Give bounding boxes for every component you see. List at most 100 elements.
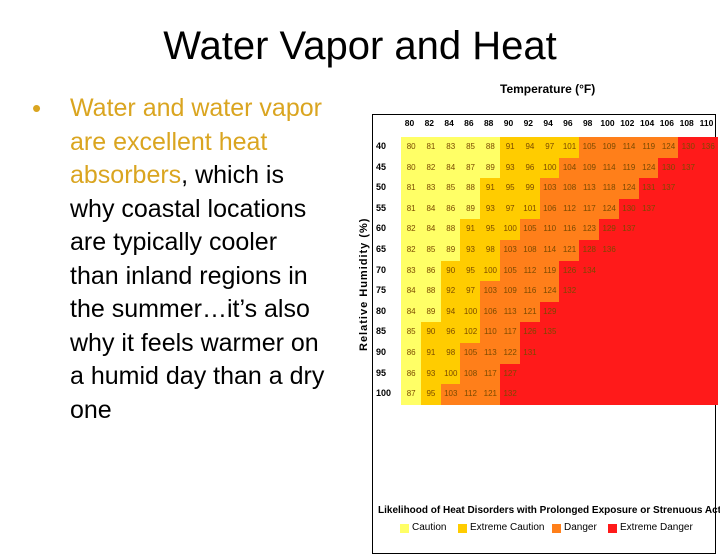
heat-index-cell: 94	[519, 137, 541, 159]
heat-index-cell: 112	[559, 198, 580, 220]
heat-index-cell: 82	[420, 157, 442, 179]
temperature-header: 102	[620, 118, 635, 128]
temperature-header: 94	[543, 118, 553, 128]
heat-index-cell: 81	[401, 198, 422, 220]
heat-index-cell: 105	[460, 343, 481, 365]
heat-index-cell: 95	[500, 178, 521, 200]
heat-index-cell: 108	[460, 363, 481, 385]
temperature-header: 80	[404, 118, 415, 128]
heat-index-cell: 101	[519, 198, 541, 220]
heat-index-cell: 110	[480, 322, 501, 344]
heat-index-cell: 103	[500, 240, 521, 262]
heat-index-cell: 121	[519, 301, 541, 323]
legend: Caution Extreme Caution Danger Extreme Dang…	[400, 522, 710, 536]
temperature-header: 110	[699, 118, 714, 128]
heat-index-cell: 86	[440, 198, 461, 220]
heat-index-cell: 80	[401, 157, 422, 179]
heat-index-cell: 93	[500, 157, 521, 179]
slide-title: Water Vapor and Heat	[163, 24, 557, 68]
heat-index-cell: 89	[480, 157, 501, 179]
heat-index-cell: 84	[420, 198, 442, 220]
heat-index-cell: 84	[420, 219, 442, 241]
heat-index-cell: 105	[519, 219, 541, 241]
heat-index-cell: 137	[658, 178, 679, 200]
humidity-header: 40	[376, 141, 387, 151]
heat-index-cell: 91	[500, 137, 521, 159]
heat-index-cell: 108	[519, 240, 541, 262]
heat-index-cell: 89	[420, 301, 442, 323]
heat-index-cell: 119	[638, 137, 659, 159]
heat-index-cell: 124	[539, 281, 560, 303]
heat-index-cell: 100	[500, 219, 521, 241]
heat-index-cell: 104	[559, 157, 580, 179]
heat-index-cell: 128	[579, 240, 600, 262]
heat-index-cell: 110	[539, 219, 560, 241]
heat-index-cell: 116	[519, 281, 541, 303]
legend-swatch	[400, 524, 409, 533]
heat-index-cell: 117	[480, 363, 501, 385]
heat-index-cell: 88	[480, 137, 501, 159]
heat-index-cell: 84	[401, 301, 422, 323]
legend-swatch	[552, 524, 561, 533]
heat-index-cell: 87	[460, 157, 481, 179]
heat-index-cell: 130	[678, 137, 699, 159]
heat-index-cell: 129	[539, 301, 560, 323]
heat-index-cell: 97	[539, 137, 560, 159]
heat-index-cell: 126	[519, 322, 541, 344]
humidity-header: 100	[376, 388, 392, 399]
bullet-marker: •	[32, 93, 42, 123]
heat-index-cell: 98	[480, 240, 501, 262]
temperature-header: 84	[444, 118, 454, 128]
humidity-header: 75	[376, 285, 387, 296]
heat-index-cell: 130	[618, 198, 640, 220]
heat-index-cell: 113	[500, 301, 521, 323]
heat-index-cell: 114	[599, 157, 620, 179]
heat-index-cell: 102	[460, 322, 481, 344]
heat-index-cell: 113	[579, 178, 600, 200]
heat-index-cell: 109	[579, 157, 600, 179]
temperature-header: 100	[600, 118, 615, 128]
heat-index-cell: 98	[440, 343, 461, 365]
bullet-list: • Water and water vapor are excellent he…	[32, 92, 332, 427]
temperature-header: 88	[483, 118, 494, 128]
heat-index-cell: 129	[599, 219, 620, 241]
heat-index-cell: 106	[480, 301, 501, 323]
heat-index-cell: 86	[401, 363, 422, 385]
heat-index-cell: 117	[579, 198, 600, 220]
heat-index-cell: 112	[460, 384, 481, 406]
heat-index-cell: 106	[539, 198, 560, 220]
heat-index-cell: 136	[698, 137, 719, 159]
heat-index-cell: 137	[678, 157, 699, 179]
heat-index-cell: 109	[599, 137, 620, 159]
temperature-header: 98	[582, 118, 593, 128]
heat-index-cell: 86	[401, 343, 422, 365]
heat-index-cell: 137	[638, 198, 659, 220]
temperature-header: 104	[640, 118, 655, 128]
heat-index-cell: 122	[500, 343, 521, 365]
temperature-header: 86	[464, 118, 474, 128]
heat-index-cell: 100	[539, 157, 560, 179]
heat-index-cell: 100	[480, 260, 501, 282]
legend-label: Caution	[412, 522, 447, 533]
heat-index-cell: 86	[420, 260, 442, 282]
heat-index-cell: 97	[460, 281, 481, 303]
heat-index-cell: 95	[460, 260, 481, 282]
heat-index-cell: 131	[638, 178, 659, 200]
heat-index-cell: 91	[480, 178, 501, 200]
heat-index-cell: 118	[599, 178, 620, 200]
humidity-header: 70	[376, 264, 387, 275]
heat-index-cell: 109	[500, 281, 521, 303]
heat-index-cell: 103	[440, 384, 461, 406]
heat-index-cell: 88	[440, 219, 461, 241]
heat-index-cell: 89	[440, 240, 461, 262]
legend-swatch	[458, 524, 467, 533]
heat-index-cell: 101	[559, 137, 580, 159]
heat-index-cell: 112	[519, 260, 541, 282]
legend-label: Extreme Caution	[470, 522, 545, 533]
humidity-header: 95	[376, 367, 387, 378]
bullet-highlight: Water and water vapor are excellent heat…	[70, 94, 322, 189]
bullet-rest: , which is why coastal locations are typ…	[70, 161, 325, 424]
heat-index-cell: 93	[460, 240, 481, 262]
heat-index-cell: 108	[559, 178, 580, 200]
heat-index-cell: 134	[579, 260, 600, 282]
